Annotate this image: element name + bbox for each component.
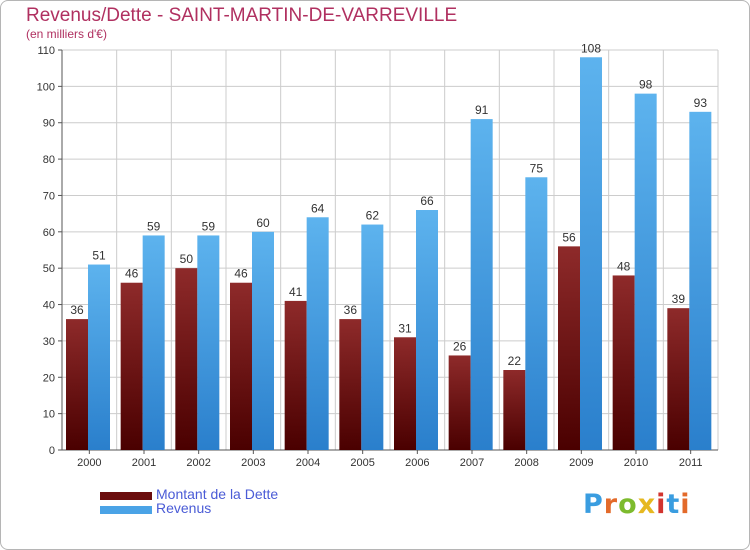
data-label-dette: 36 [70, 303, 84, 317]
bar-revenus [88, 264, 110, 450]
data-label-revenus: 98 [639, 78, 653, 92]
bar-dette [120, 282, 143, 450]
logo-letter: x [637, 489, 657, 520]
y-tick-label: 50 [43, 263, 55, 275]
data-label-revenus: 59 [147, 219, 161, 233]
bar-revenus [525, 177, 548, 451]
y-tick-label: 0 [49, 445, 55, 457]
x-tick-label: 2002 [186, 457, 210, 469]
data-label-dette: 36 [344, 303, 358, 317]
y-tick-label: 30 [43, 336, 55, 348]
y-tick-label: 20 [43, 372, 55, 384]
data-label-revenus: 60 [256, 216, 270, 230]
bar-revenus [142, 235, 165, 450]
bar-dette [284, 300, 307, 450]
data-label-dette: 46 [234, 267, 248, 281]
bar-revenus [306, 217, 329, 450]
data-label-dette: 41 [289, 285, 303, 299]
x-tick-label: 2006 [405, 457, 429, 469]
data-label-dette: 48 [617, 259, 631, 273]
y-tick-label: 90 [43, 118, 55, 130]
x-tick-label: 2005 [350, 457, 374, 469]
bar-revenus [580, 57, 602, 450]
data-label-dette: 31 [398, 321, 412, 335]
data-label-revenus: 93 [694, 96, 708, 110]
data-label-revenus: 59 [202, 219, 216, 233]
x-tick-label: 2010 [624, 457, 648, 469]
bar-dette [503, 370, 526, 450]
data-label-revenus: 91 [475, 103, 489, 117]
legend-swatch-dette [100, 492, 152, 500]
data-label-revenus: 108 [581, 41, 601, 55]
bar-dette [339, 319, 362, 450]
bar-revenus [416, 210, 438, 450]
y-tick-label: 70 [43, 190, 55, 202]
x-tick-label: 2001 [132, 457, 156, 469]
data-label-revenus: 66 [420, 194, 434, 208]
data-label-dette: 56 [562, 230, 576, 244]
legend-swatch-revenus [100, 506, 152, 514]
bar-dette [175, 268, 198, 450]
y-tick-label: 80 [43, 154, 55, 166]
bar-revenus [634, 93, 657, 451]
data-label-dette: 46 [125, 267, 139, 281]
x-tick-label: 2007 [460, 457, 484, 469]
legend-label-revenus: Revenus [156, 500, 212, 516]
bar-revenus [689, 111, 712, 451]
y-tick-label: 10 [43, 409, 55, 421]
data-label-revenus: 75 [530, 161, 544, 175]
data-label-dette: 39 [672, 292, 686, 306]
data-label-dette: 22 [508, 354, 522, 368]
x-tick-label: 2009 [569, 457, 593, 469]
y-tick-label: 110 [37, 45, 55, 57]
y-tick-label: 60 [43, 227, 55, 239]
x-tick-label: 2008 [514, 457, 538, 469]
bars [66, 57, 712, 451]
bar-dette [66, 319, 88, 450]
x-tick-label: 2004 [296, 457, 320, 469]
logo-letter: o [618, 489, 638, 520]
logo-letter: i [680, 489, 691, 520]
proxiti-logo: Proxiti [583, 489, 691, 520]
data-label-revenus: 62 [366, 209, 380, 223]
bar-dette [230, 282, 252, 450]
x-tick-label: 2003 [241, 457, 265, 469]
bar-dette [394, 337, 416, 450]
bar-dette [667, 308, 690, 450]
legend-label-dette: Montant de la Dette [156, 486, 279, 502]
logo-letter: P [583, 489, 604, 520]
bar-dette [558, 246, 580, 450]
x-tick-label: 2000 [77, 457, 101, 469]
x-tick-label: 2011 [679, 457, 703, 469]
y-tick-label: 40 [43, 300, 55, 312]
logo-letter: t [666, 489, 681, 520]
bar-revenus [252, 231, 274, 450]
chart-title: Revenus/Dette - SAINT-MARTIN-DE-VARREVIL… [26, 5, 458, 26]
data-label-revenus: 64 [311, 201, 325, 215]
data-labels: 36 51 46 59 50 59 46 60 41 64 36 62 31 66 26 91 22 75 56 10… [70, 41, 707, 368]
bar-revenus [361, 224, 384, 450]
bar-dette [612, 275, 635, 450]
data-label-revenus: 51 [92, 249, 106, 263]
grid-lines [62, 49, 719, 450]
data-label-dette: 50 [180, 252, 194, 266]
y-tick-label: 100 [37, 81, 55, 93]
bar-revenus [197, 235, 220, 450]
logo-letter: i [656, 489, 667, 520]
logo-letter: r [603, 489, 619, 520]
data-label-dette: 26 [453, 339, 467, 353]
bar-dette [448, 355, 471, 450]
chart-subtitle: (en milliers d'€) [26, 27, 107, 41]
axes: 0 10 20 30 40 50 60 70 80 90 100 110 2000 2001 2002 200… [37, 45, 718, 469]
bar-revenus [470, 119, 493, 450]
